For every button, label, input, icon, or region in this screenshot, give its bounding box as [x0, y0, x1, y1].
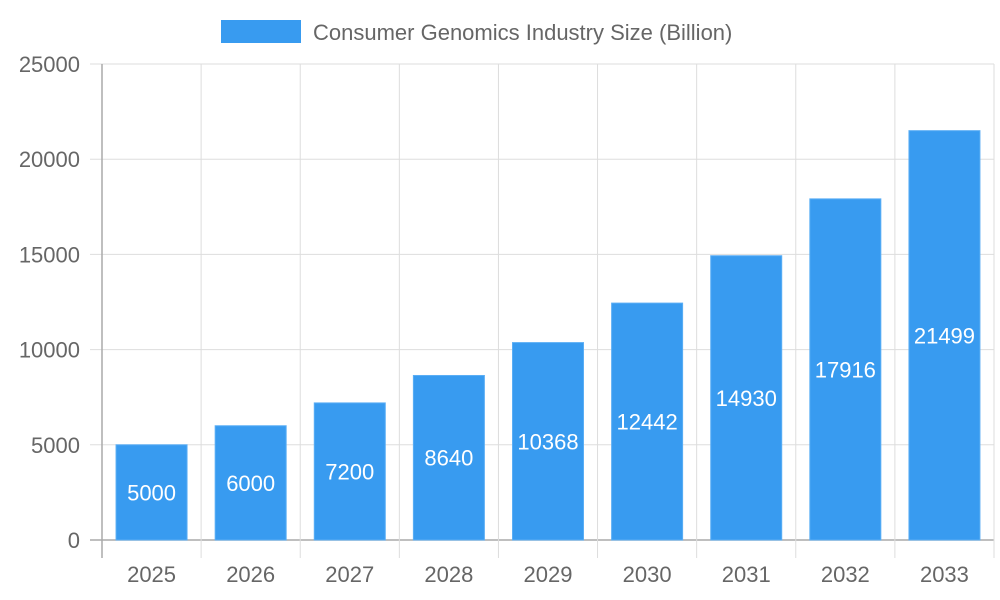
data-label: 10368 [517, 429, 578, 454]
bar-2026[interactable] [214, 425, 287, 541]
x-tick-label: 2032 [821, 562, 870, 587]
data-label: 12442 [617, 410, 678, 435]
data-label: 17916 [815, 357, 876, 382]
bar-2033[interactable] [908, 130, 981, 541]
bar-2027[interactable] [313, 402, 386, 541]
x-tick-label: 2028 [424, 562, 473, 587]
x-tick-label: 2029 [524, 562, 573, 587]
data-label: 21499 [914, 323, 975, 348]
x-tick-label: 2031 [722, 562, 771, 587]
x-tick-label: 2033 [920, 562, 969, 587]
bar-2032[interactable] [809, 198, 882, 541]
y-tick-label: 10000 [19, 338, 80, 363]
bar-2029[interactable] [512, 342, 584, 541]
data-label: 7200 [325, 459, 374, 484]
data-label: 6000 [226, 471, 275, 496]
data-label: 14930 [716, 386, 777, 411]
y-tick-label: 25000 [19, 52, 80, 77]
bar-2031[interactable] [710, 255, 783, 541]
data-label: 5000 [127, 480, 176, 505]
y-tick-label: 5000 [31, 433, 80, 458]
legend-swatch [221, 20, 301, 43]
x-tick-label: 2030 [623, 562, 672, 587]
bar-2030[interactable] [611, 302, 684, 541]
bar-2025[interactable] [115, 444, 188, 541]
data-label: 8640 [424, 446, 473, 471]
y-tick-label: 15000 [19, 242, 80, 267]
x-tick-label: 2025 [127, 562, 176, 587]
x-tick-label: 2027 [325, 562, 374, 587]
x-tick-label: 2026 [226, 562, 275, 587]
legend[interactable]: Consumer Genomics Industry Size (Billion… [221, 20, 732, 45]
bar-2028[interactable] [412, 374, 485, 541]
y-tick-label: 0 [68, 528, 80, 553]
y-tick-label: 20000 [19, 147, 80, 172]
legend-label: Consumer Genomics Industry Size (Billion… [313, 20, 732, 45]
